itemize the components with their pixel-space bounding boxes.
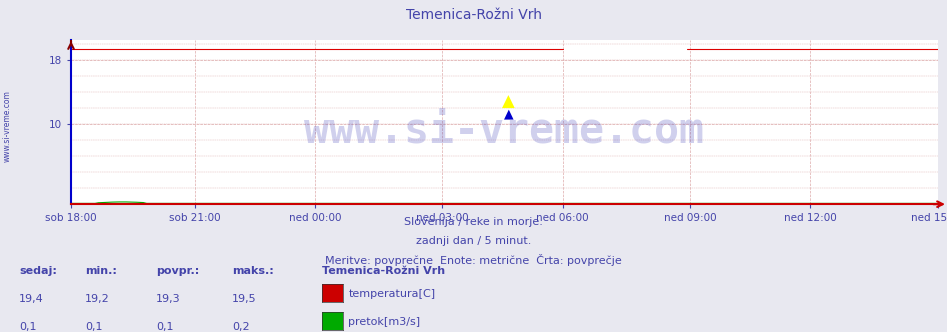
Text: 0,2: 0,2 [232,322,250,332]
Text: min.:: min.: [85,266,117,276]
Text: temperatura[C]: temperatura[C] [348,289,436,299]
Text: Meritve: povprečne  Enote: metrične  Črta: povprečje: Meritve: povprečne Enote: metrične Črta:… [325,254,622,266]
Text: maks.:: maks.: [232,266,274,276]
Text: ▲: ▲ [504,107,513,120]
Text: www.si-vreme.com: www.si-vreme.com [3,90,12,162]
Text: Slovenija / reke in morje.: Slovenija / reke in morje. [404,217,543,227]
Text: 0,1: 0,1 [19,322,36,332]
Text: Temenica-Rožni Vrh: Temenica-Rožni Vrh [322,266,445,276]
Text: 19,2: 19,2 [85,294,110,304]
Text: 0,1: 0,1 [85,322,102,332]
Text: Temenica-Rožni Vrh: Temenica-Rožni Vrh [405,8,542,22]
Text: povpr.:: povpr.: [156,266,200,276]
Text: zadnji dan / 5 minut.: zadnji dan / 5 minut. [416,236,531,246]
Text: ▲: ▲ [502,93,515,111]
Text: pretok[m3/s]: pretok[m3/s] [348,317,420,327]
Text: sedaj:: sedaj: [19,266,57,276]
Text: 0,1: 0,1 [156,322,173,332]
Text: 19,3: 19,3 [156,294,181,304]
Text: 19,4: 19,4 [19,294,44,304]
Text: 19,5: 19,5 [232,294,257,304]
Text: www.si-vreme.com: www.si-vreme.com [304,109,705,151]
